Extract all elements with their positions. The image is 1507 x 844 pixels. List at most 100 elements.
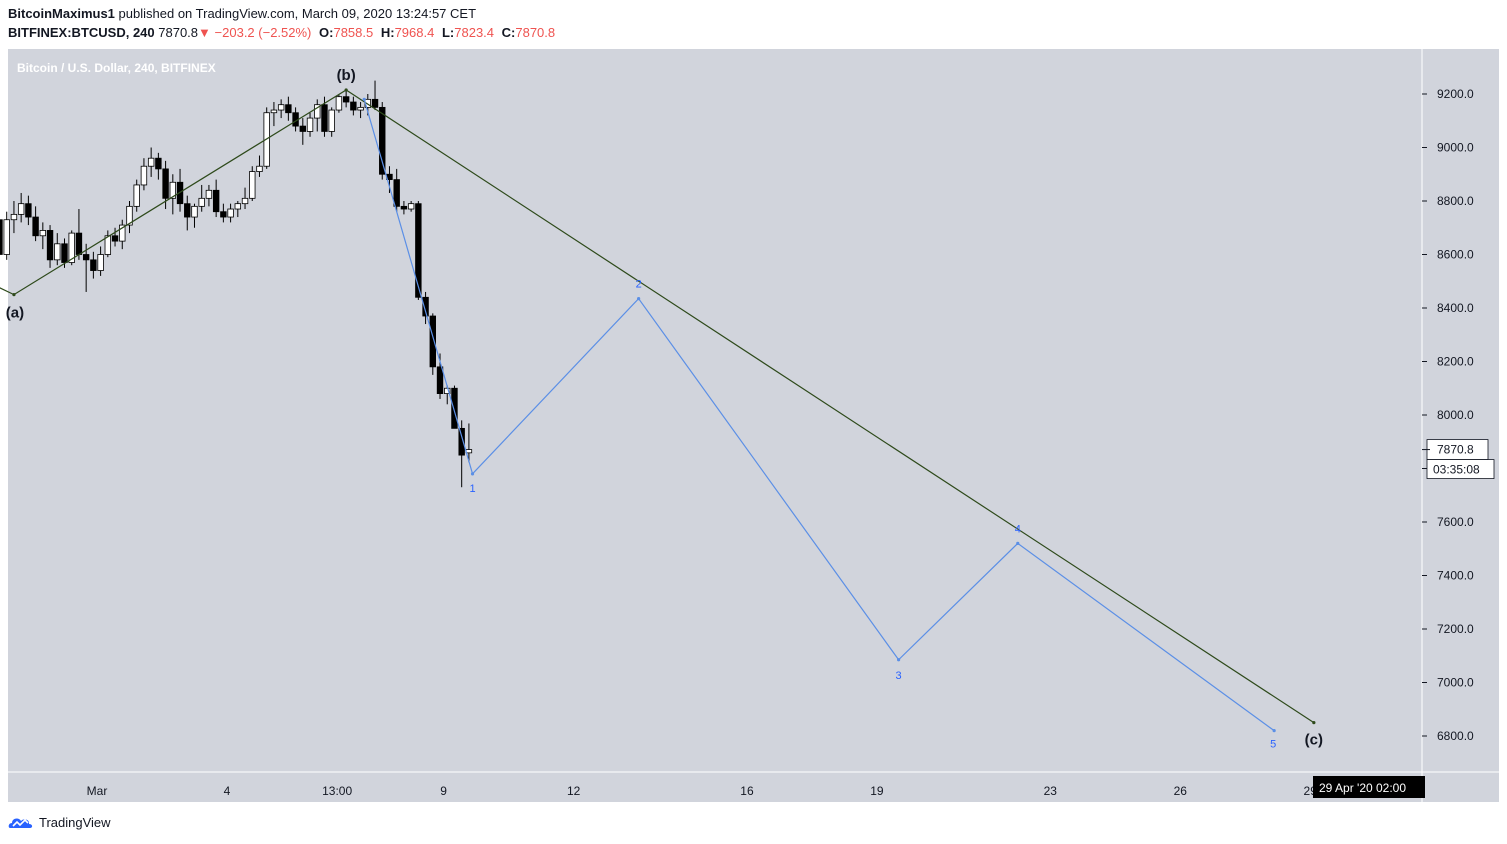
candle-body xyxy=(321,104,328,132)
candle xyxy=(126,201,133,234)
candle-body xyxy=(119,224,126,242)
candle xyxy=(32,206,39,242)
candle xyxy=(10,201,18,234)
candle xyxy=(198,184,205,212)
candle xyxy=(451,385,458,429)
y-tick-label: 7600.0 xyxy=(1437,515,1474,529)
candle xyxy=(155,152,162,180)
countdown-tag xyxy=(1426,459,1495,479)
wave-sub-line xyxy=(363,99,1275,732)
candle-body xyxy=(299,125,307,132)
candle xyxy=(357,102,364,119)
wave-sub-label: 5 xyxy=(1270,739,1276,751)
candle-body xyxy=(25,203,32,218)
plot-area[interactable] xyxy=(8,49,1422,772)
candle xyxy=(46,225,54,268)
countdown-label: 03:35:08 xyxy=(1433,463,1480,477)
candle xyxy=(299,118,307,145)
wave-sub-label: 1 xyxy=(469,483,475,495)
price-change: −203.2 (−2.52%) xyxy=(214,25,312,40)
crosshair-time-label: 29 Apr '20 02:00 xyxy=(1319,781,1406,795)
x-tick-label: 12 xyxy=(567,784,581,798)
wave-main-label: (a) xyxy=(6,305,24,322)
candle xyxy=(205,184,213,207)
candle xyxy=(3,211,10,260)
y-tick-label: 8000.0 xyxy=(1437,408,1474,422)
x-tick-label: 26 xyxy=(1174,784,1188,798)
footer-branding: TradingView xyxy=(8,814,111,830)
candle-body xyxy=(111,235,119,242)
candle xyxy=(111,227,119,247)
wave-sub-label: 3 xyxy=(896,670,902,682)
candle-body xyxy=(256,165,263,172)
time-axis[interactable] xyxy=(8,772,1499,802)
candle-body xyxy=(379,106,386,175)
wave-lines: (a) (b) (c) 1 2 3 4 5 xyxy=(0,67,1323,751)
candle-body xyxy=(241,197,249,205)
y-tick-label: 8800.0 xyxy=(1437,194,1474,208)
candle-body xyxy=(155,157,162,170)
y-tick-label: 6800.0 xyxy=(1437,729,1474,743)
open-label: O: xyxy=(319,25,334,40)
candle xyxy=(25,195,32,226)
last-price-label: 7870.8 xyxy=(1437,443,1474,457)
down-arrow-icon: ▼ xyxy=(198,25,211,40)
candle xyxy=(220,203,227,223)
candle-body xyxy=(429,315,436,368)
y-tick-label: 8200.0 xyxy=(1437,355,1474,369)
candle xyxy=(17,192,25,223)
candle-body xyxy=(169,181,177,199)
candle xyxy=(379,102,386,180)
published-text: published on TradingView.com, March 09, … xyxy=(118,6,477,21)
author-name[interactable]: BitcoinMaximus1 xyxy=(8,6,115,21)
candle-body xyxy=(46,230,54,261)
candle-body xyxy=(212,189,220,213)
wave-sub-point xyxy=(362,97,366,101)
price-axis[interactable] xyxy=(1422,49,1499,772)
candle-body xyxy=(54,243,61,261)
candle xyxy=(458,420,465,488)
candle xyxy=(90,251,97,279)
y-tick-label: 7200.0 xyxy=(1437,622,1474,636)
candle xyxy=(277,99,285,119)
x-tick-label: 13:00 xyxy=(322,784,352,798)
candle xyxy=(97,246,104,276)
candle-body xyxy=(133,184,140,207)
candle-body xyxy=(126,205,133,226)
candle-body xyxy=(371,98,379,108)
chart-title: Bitcoin / U.S. Dollar, 240, BITFINEX xyxy=(17,61,216,75)
high-label: H: xyxy=(380,25,395,40)
wave-main-point xyxy=(1312,721,1316,725)
wave-main-label: (b) xyxy=(337,67,356,84)
candle xyxy=(104,230,112,258)
ohlc-legend: BITFINEX:BTCUSD, 240 7870.8▼ −203.2 (−2.… xyxy=(8,25,555,40)
crosshair-time-tag xyxy=(1313,776,1425,798)
x-tick-label: 23 xyxy=(1044,784,1058,798)
y-tick-label: 9000.0 xyxy=(1437,141,1474,155)
x-tick-label: 19 xyxy=(870,784,884,798)
candle xyxy=(119,219,126,250)
tradingview-logo-icon[interactable] xyxy=(8,814,34,830)
wave-main-line xyxy=(0,89,1315,724)
x-tick-label: 9 xyxy=(440,784,447,798)
tradingview-brand[interactable]: TradingView xyxy=(39,814,111,830)
x-tick-label: 4 xyxy=(224,784,231,798)
candle-body xyxy=(342,96,350,103)
candle xyxy=(249,166,256,201)
candle xyxy=(328,107,335,137)
candle xyxy=(54,233,61,266)
high-value: 7968.4 xyxy=(394,25,435,40)
candle-body xyxy=(90,259,97,271)
axis-tags: 7870.8 03:35:08 29 Apr '20 02:00 xyxy=(1313,439,1495,798)
candle xyxy=(234,201,242,218)
candle-body xyxy=(104,235,112,255)
candle-body xyxy=(17,203,25,215)
candle-body xyxy=(270,109,278,114)
wave-sub-label: 4 xyxy=(1015,523,1021,535)
candle-body xyxy=(10,213,18,221)
candle-body xyxy=(234,203,242,210)
x-tick-label: Mar xyxy=(87,784,108,798)
candle xyxy=(0,219,3,255)
close-value: 7870.8 xyxy=(515,25,556,40)
